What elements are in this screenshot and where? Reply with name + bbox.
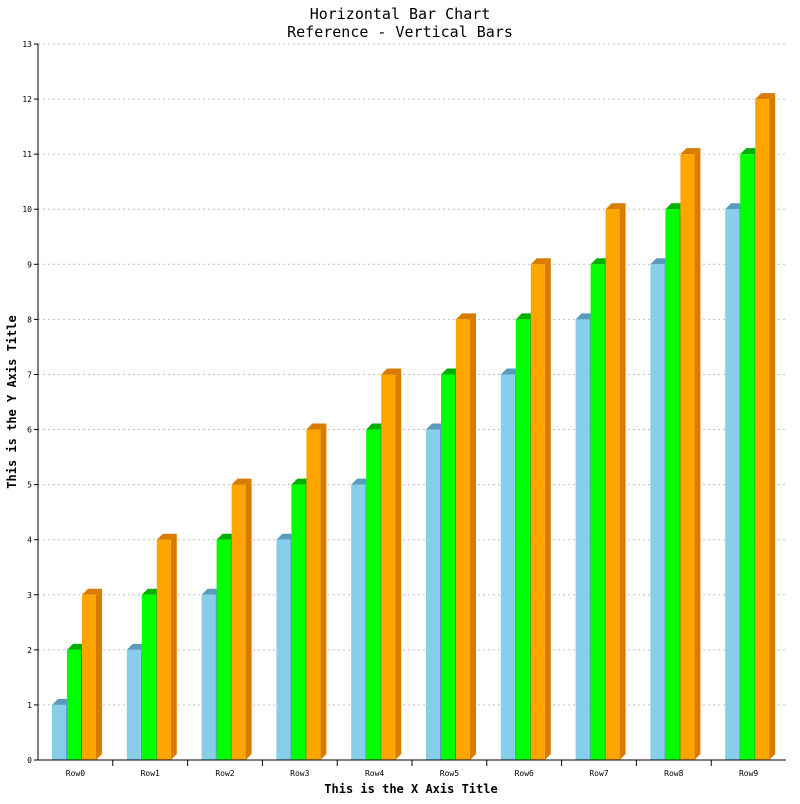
bar-top [605,203,626,210]
bar-top [306,423,327,430]
bar [665,209,680,760]
y-tick-label: 7 [27,370,32,379]
bar [126,649,141,760]
y-tick-label: 12 [22,95,32,104]
bar [500,374,515,760]
bar [231,484,246,760]
y-axis-title: This is the Y Axis Title [5,315,19,488]
bar [456,319,470,760]
bar-top [381,368,402,375]
bar [52,704,66,760]
bar-top [755,93,776,100]
bar-top [82,588,102,595]
x-tick-label: Row9 [739,769,758,778]
bar [605,209,620,760]
bar [216,539,231,760]
y-tick-label: 9 [27,260,32,269]
chart-title: Horizontal Bar Chart [310,5,491,23]
bar-side [694,148,701,761]
y-tick-label: 11 [22,150,32,159]
x-tick-label: Row4 [365,769,384,778]
bar-side [470,313,476,760]
y-tick-label: 1 [27,701,32,710]
chart-subtitle: Reference - Vertical Bars [287,23,513,41]
bar-side [544,258,551,760]
bar-top [680,148,701,155]
x-tick-label: Row1 [141,769,160,778]
x-tick-label: Row5 [440,769,459,778]
bar-top [456,313,476,320]
y-tick-label: 4 [27,536,32,545]
bar-side [245,478,252,760]
x-tick-label: Row2 [215,769,234,778]
x-axis-title: This is the X Axis Title [324,782,497,796]
bar [426,429,440,760]
bar [306,429,321,760]
bar [201,594,216,760]
x-tick-label: Row3 [290,769,309,778]
x-tick-label: Row6 [515,769,534,778]
y-tick-label: 5 [27,481,32,490]
x-tick-label: Row7 [589,769,608,778]
bar-side [96,588,102,760]
y-tick-label: 13 [22,40,32,49]
bar-top [530,258,551,265]
bar [141,594,156,760]
y-tick-label: 8 [27,315,32,324]
bar-side [320,423,327,760]
bar [351,484,366,760]
bar [291,484,306,760]
bar [381,374,396,760]
bar-side [619,203,626,760]
bar [575,319,590,760]
bar [82,594,96,760]
bar [740,154,755,761]
y-tick-label: 0 [27,756,32,765]
bar [530,264,545,760]
bar-side [395,368,402,760]
bar [156,539,171,760]
x-tick-label: Row8 [664,769,683,778]
bar [680,154,695,761]
x-ticks: Row0 Row1 Row2 Row3 Row4 Row5 Row6 Row7 Row8 Row9 [66,760,758,778]
bar-top [156,533,177,540]
bar [590,264,605,760]
bar-side [769,93,776,761]
bar [755,99,770,761]
y-tick-label: 10 [22,205,32,214]
bar [366,429,381,760]
y-tick-label: 6 [27,426,32,435]
y-tick-label: 3 [27,591,32,600]
bar [441,374,455,760]
bar [67,649,81,760]
bar-side [170,533,177,760]
bar [725,209,740,760]
bars [52,93,776,761]
bar-top [231,478,252,485]
bar [515,319,530,760]
bar [276,539,291,760]
y-tick-label: 2 [27,646,32,655]
x-tick-label: Row0 [66,769,85,778]
bar [650,264,665,760]
